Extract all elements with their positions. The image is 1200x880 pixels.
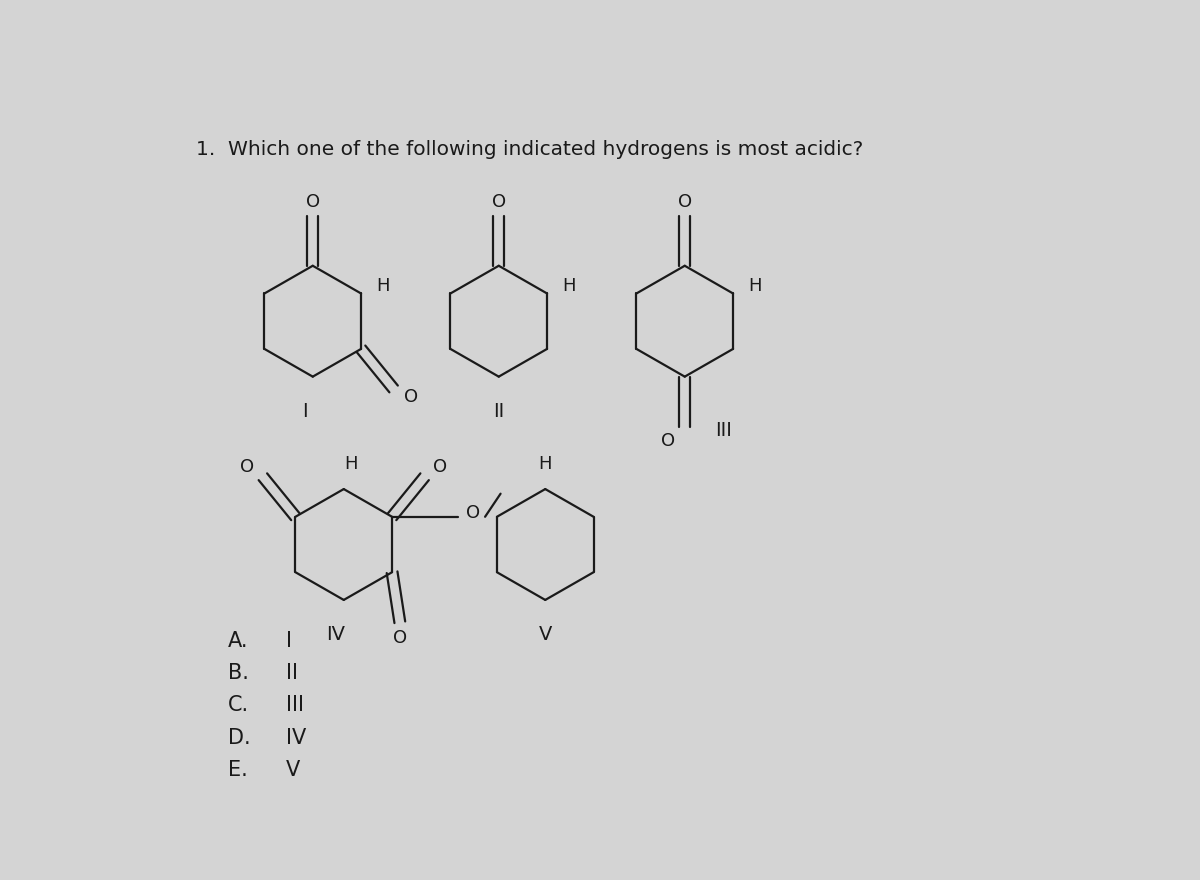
Text: A.: A. [228, 631, 248, 650]
Text: IV: IV [286, 728, 306, 748]
Text: V: V [539, 625, 552, 644]
Text: O: O [433, 458, 448, 476]
Text: O: O [661, 431, 674, 450]
Text: O: O [392, 628, 407, 647]
Text: C.: C. [228, 695, 248, 715]
Text: III: III [715, 421, 732, 440]
Text: 1.  Which one of the following indicated hydrogens is most acidic?: 1. Which one of the following indicated … [197, 140, 864, 159]
Text: O: O [240, 458, 254, 476]
Text: IV: IV [326, 625, 346, 644]
Text: H: H [376, 277, 390, 295]
Text: O: O [678, 193, 692, 211]
Text: O: O [403, 388, 418, 406]
Text: O: O [492, 193, 506, 211]
Text: D.: D. [228, 728, 250, 748]
Text: H: H [539, 456, 552, 473]
Text: I: I [302, 402, 308, 421]
Text: II: II [493, 402, 504, 421]
Text: H: H [344, 456, 359, 473]
Text: H: H [562, 277, 576, 295]
Text: E.: E. [228, 760, 247, 780]
Text: III: III [286, 695, 304, 715]
Text: H: H [748, 277, 762, 295]
Text: II: II [286, 664, 298, 683]
Text: V: V [286, 760, 300, 780]
Text: O: O [306, 193, 320, 211]
Text: I: I [286, 631, 292, 650]
Text: O: O [467, 504, 480, 522]
Text: B.: B. [228, 664, 248, 683]
